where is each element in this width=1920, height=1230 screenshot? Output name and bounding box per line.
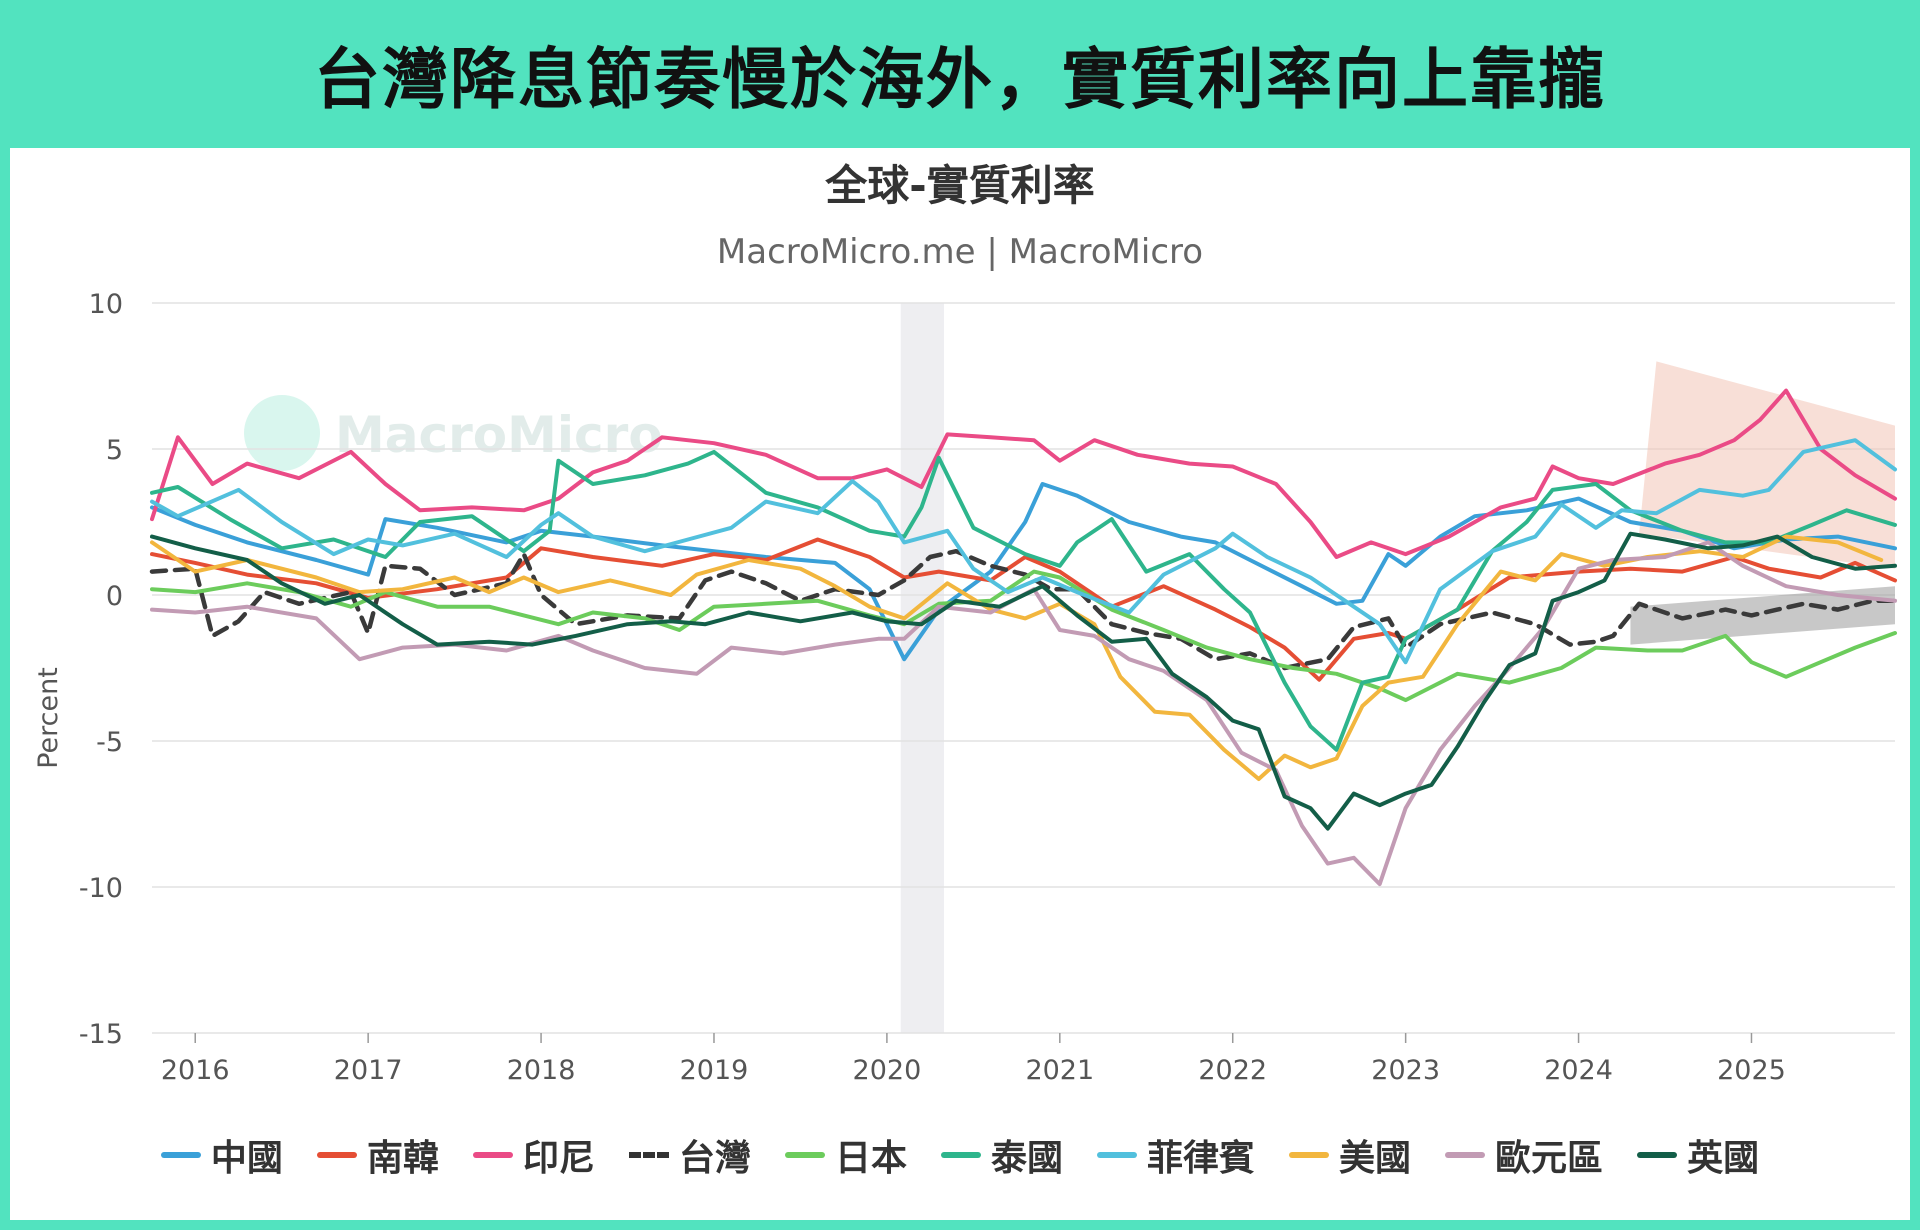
y-tick-label: -10 <box>79 873 123 904</box>
series-line-泰國 <box>150 449 1897 752</box>
legend-item[interactable]: 美國 <box>1289 1129 1411 1181</box>
legend-swatch <box>784 1152 825 1158</box>
series-line-美國 <box>150 534 1884 781</box>
legend-label: 南韓 <box>366 1138 439 1179</box>
chart-subtitle: MacroMicro.me | MacroMicro <box>717 232 1203 272</box>
legend-swatch <box>1289 1152 1330 1158</box>
series-line-中國 <box>150 482 1897 662</box>
legend-item[interactable]: 印尼 <box>472 1129 595 1181</box>
x-tick-label: 2019 <box>680 1055 749 1086</box>
legend-label: 美國 <box>1339 1138 1412 1179</box>
legend-item[interactable]: 南韓 <box>316 1129 439 1181</box>
banner-title: 台灣降息節奏慢於海外，實質利率向上靠攏 <box>314 41 1606 118</box>
series-line-日本 <box>150 569 1897 703</box>
legend-label: 歐元區 <box>1495 1138 1604 1179</box>
legend-item[interactable]: 中國 <box>160 1129 283 1181</box>
x-tick-label: 2025 <box>1717 1055 1786 1086</box>
chart-panel <box>10 148 1910 1220</box>
legend-swatch <box>941 1152 981 1158</box>
y-axis-label: Percent <box>33 667 64 769</box>
legend-item[interactable]: 英國 <box>1637 1129 1759 1181</box>
legend-swatch <box>472 1152 513 1158</box>
series-line-台灣 <box>149 548 1898 671</box>
legend-swatch <box>1637 1152 1678 1158</box>
legend-label: 印尼 <box>522 1138 595 1179</box>
x-tick-label: 2016 <box>161 1055 230 1086</box>
legend: 中國 南韓 印尼 台灣 日本 泰國 菲律賓 美國 歐元區 英國 <box>0 1125 1920 1185</box>
legend-swatch <box>1097 1152 1138 1158</box>
x-tick-label: 2022 <box>1198 1055 1267 1086</box>
x-tick-label: 2021 <box>1025 1055 1094 1086</box>
x-tick-label: 2020 <box>853 1055 922 1086</box>
legend-item[interactable]: 台灣 <box>628 1129 751 1181</box>
legend-item[interactable]: 泰國 <box>941 1129 1063 1181</box>
highlight-zone-2 <box>1630 586 1895 645</box>
legend-swatch <box>628 1152 669 1158</box>
y-tick-label: 0 <box>106 581 123 612</box>
chart-title: 全球-實質利率 <box>824 161 1094 210</box>
y-tick-label: 10 <box>89 289 123 320</box>
watermark-text: MacroMicro <box>335 406 663 464</box>
legend-label: 泰國 <box>991 1138 1064 1179</box>
series-line-歐元區 <box>150 540 1897 887</box>
y-tick-label: -15 <box>79 1019 123 1050</box>
legend-label: 中國 <box>210 1138 283 1179</box>
x-tick-label: 2024 <box>1544 1055 1613 1086</box>
x-tick-label: 2023 <box>1371 1055 1440 1086</box>
legend-label: 日本 <box>834 1138 907 1179</box>
series-line-印尼 <box>150 388 1897 559</box>
legend-swatch <box>1445 1152 1486 1158</box>
x-tick-label: 2017 <box>334 1055 403 1086</box>
legend-item[interactable]: 日本 <box>784 1129 907 1181</box>
legend-swatch <box>160 1152 201 1158</box>
recession-band <box>900 303 944 1033</box>
y-tick-label: -5 <box>96 727 123 758</box>
y-tick-label: 5 <box>106 435 123 466</box>
x-tick-label: 2018 <box>507 1055 576 1086</box>
legend-label: 台灣 <box>678 1138 751 1179</box>
legend-label: 菲律賓 <box>1147 1138 1256 1179</box>
legend-item[interactable]: 歐元區 <box>1445 1129 1603 1181</box>
banner: 台灣降息節奏慢於海外，實質利率向上靠攏 <box>0 0 1920 148</box>
legend-item[interactable]: 菲律賓 <box>1097 1129 1255 1181</box>
series-line-英國 <box>150 531 1897 831</box>
legend-label: 英國 <box>1687 1138 1760 1179</box>
watermark-logo-icon <box>244 395 320 471</box>
series-line-菲律賓 <box>150 438 1897 665</box>
legend-swatch <box>316 1152 357 1158</box>
